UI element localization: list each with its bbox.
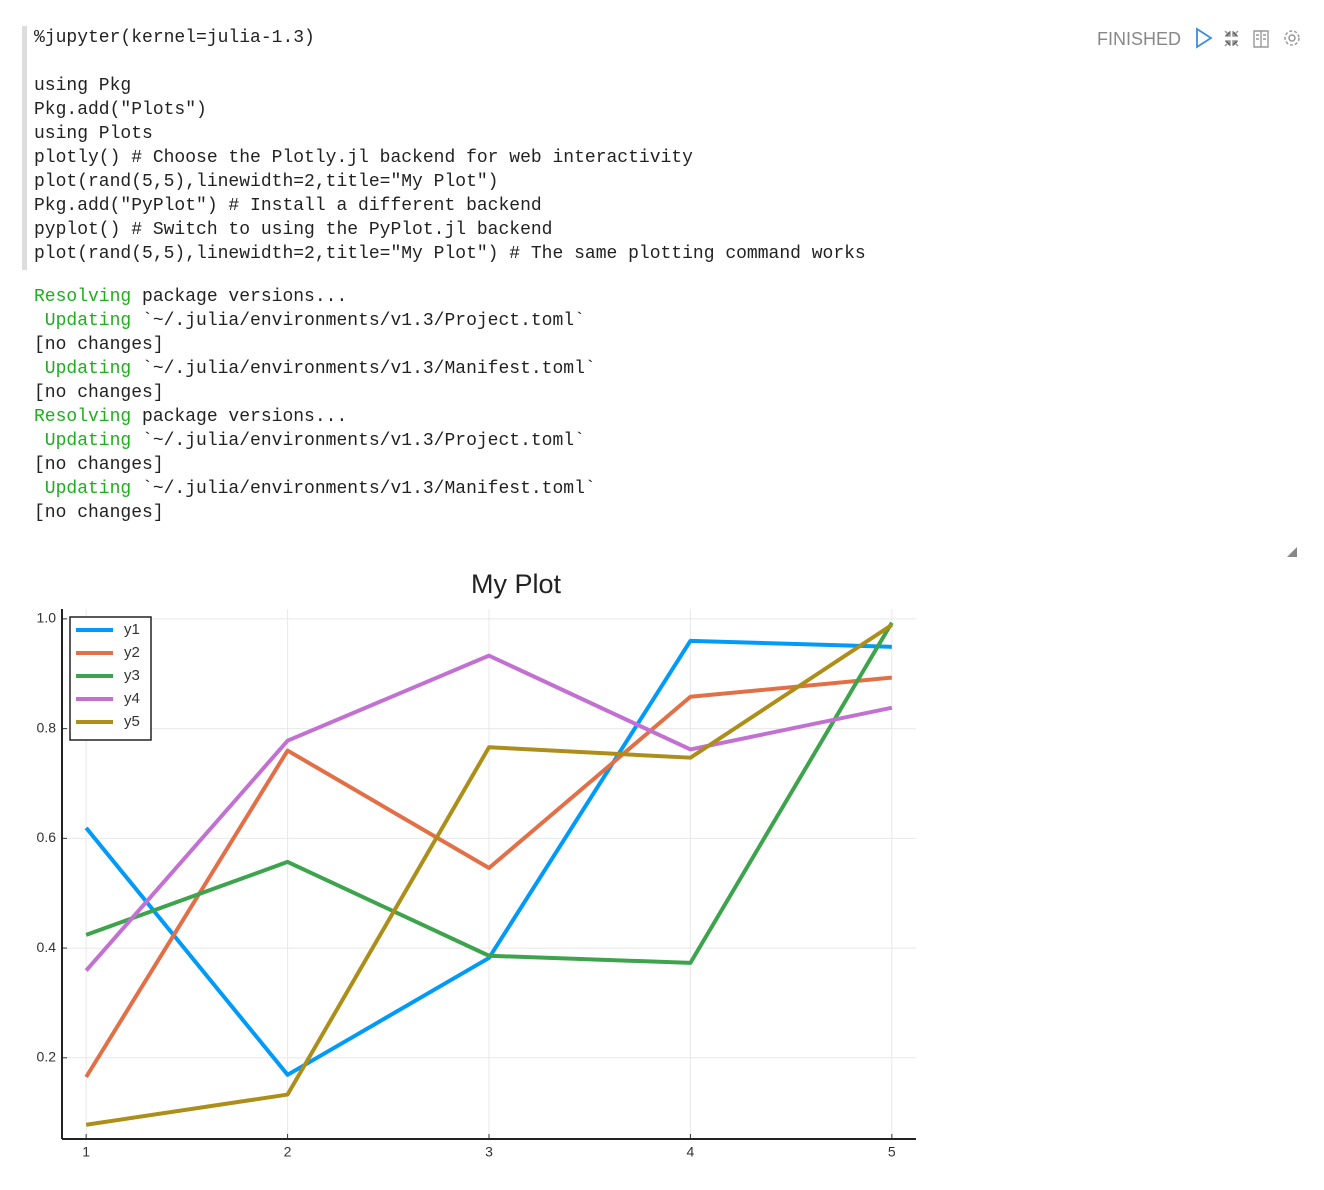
output-text: `~/.julia/environments/v1.3/Manifest.tom…	[131, 359, 596, 379]
output-line: [no changes]	[34, 333, 164, 357]
code-line: Pkg.add("Plots")	[34, 98, 207, 122]
book-button[interactable]	[1253, 30, 1269, 48]
legend-label: y5	[124, 713, 140, 730]
output-text: `~/.julia/environments/v1.3/Manifest.tom…	[131, 479, 596, 499]
code-line: %jupyter(kernel=julia-1.3)	[34, 26, 315, 50]
output-text: [no changes]	[34, 503, 164, 523]
output-keyword: Updating	[34, 311, 132, 331]
output-keyword: Updating	[34, 479, 132, 499]
y-tick-label: 0.2	[37, 1049, 57, 1065]
code-line: plot(rand(5,5),linewidth=2,title="My Plo…	[34, 170, 498, 194]
output-line: Resolving package versions...	[34, 285, 347, 309]
output-line: [no changes]	[34, 453, 164, 477]
toolbar	[1196, 27, 1300, 49]
code-text: Pkg.add("Plots")	[34, 100, 207, 120]
output-text: [no changes]	[34, 383, 164, 403]
output-text: package versions...	[131, 407, 348, 427]
output-text: `~/.julia/environments/v1.3/Project.toml…	[131, 311, 585, 331]
resize-handle[interactable]	[1285, 545, 1299, 559]
code-line: Pkg.add("PyPlot") # Install a different …	[34, 194, 542, 218]
output-text: `~/.julia/environments/v1.3/Project.toml…	[131, 431, 585, 451]
output-keyword: Updating	[34, 359, 132, 379]
y-tick-label: 0.8	[37, 719, 57, 735]
code-text: using Plots	[34, 124, 153, 144]
x-tick-label: 1	[82, 1144, 90, 1160]
output-line: Updating `~/.julia/environments/v1.3/Man…	[34, 357, 596, 381]
status: FINISHED	[1097, 29, 1182, 49]
line-series	[85, 623, 893, 1127]
output-line: [no changes]	[34, 501, 164, 525]
output-keyword: Resolving	[34, 407, 132, 427]
code-text: pyplot() # Switch to using the PyPlot.jl…	[34, 220, 553, 240]
output-line: Updating `~/.julia/environments/v1.3/Pro…	[34, 429, 585, 453]
code-border	[22, 26, 27, 270]
legend-label: y4	[124, 690, 140, 707]
output-line: [no changes]	[34, 381, 164, 405]
output-line: Updating `~/.julia/environments/v1.3/Man…	[34, 477, 596, 501]
output-text: [no changes]	[34, 335, 164, 355]
code-text: plot(rand(5,5),linewidth=2,title="My Plo…	[34, 172, 499, 192]
output-text: package versions...	[131, 287, 348, 307]
code-line: pyplot() # Switch to using the PyPlot.jl…	[34, 218, 552, 242]
output-line: Updating `~/.julia/environments/v1.3/Pro…	[34, 309, 585, 333]
x-tick-label: 4	[687, 1144, 695, 1160]
code-line: plot(rand(5,5),linewidth=2,title="My Plo…	[34, 242, 866, 266]
code-text: %jupyter(kernel=julia-1.3)	[34, 28, 315, 48]
line-series	[84, 638, 892, 1077]
code-line: using Pkg	[34, 74, 131, 98]
output-keyword: Updating	[34, 431, 132, 451]
settings-button[interactable]	[1284, 30, 1300, 46]
legend-label: y1	[124, 621, 140, 638]
line-series	[84, 675, 893, 1079]
x-tick-label: 3	[485, 1144, 493, 1160]
y-tick-label: 1.0	[37, 610, 57, 626]
output-keyword: Resolving	[34, 287, 132, 307]
code-text: plot(rand(5,5),linewidth=2,title="My Plo…	[34, 244, 866, 264]
x-tick-label: 5	[888, 1144, 896, 1160]
legend-label: y2	[124, 644, 140, 661]
code-text: Pkg.add("PyPlot") # Install a different …	[34, 196, 542, 216]
code-text: using Pkg	[34, 76, 132, 96]
code-line: using Plots	[34, 122, 153, 146]
line-series	[85, 621, 894, 965]
line-series	[84, 653, 893, 972]
y-tick-label: 0.4	[37, 939, 57, 955]
run-button[interactable]	[1196, 27, 1213, 49]
output-line: Resolving package versions...	[34, 405, 347, 429]
collapse-button[interactable]	[1224, 30, 1239, 47]
code-text: plotly() # Choose the Plotly.jl backend …	[34, 148, 693, 168]
output-text: [no changes]	[34, 455, 164, 475]
y-tick-label: 0.6	[37, 829, 57, 845]
code-line: plotly() # Choose the Plotly.jl backend …	[34, 146, 693, 170]
chart-title: My Plot	[471, 569, 562, 599]
legend-box	[69, 616, 152, 741]
x-tick-label: 2	[284, 1144, 292, 1160]
legend-label: y3	[124, 667, 140, 684]
